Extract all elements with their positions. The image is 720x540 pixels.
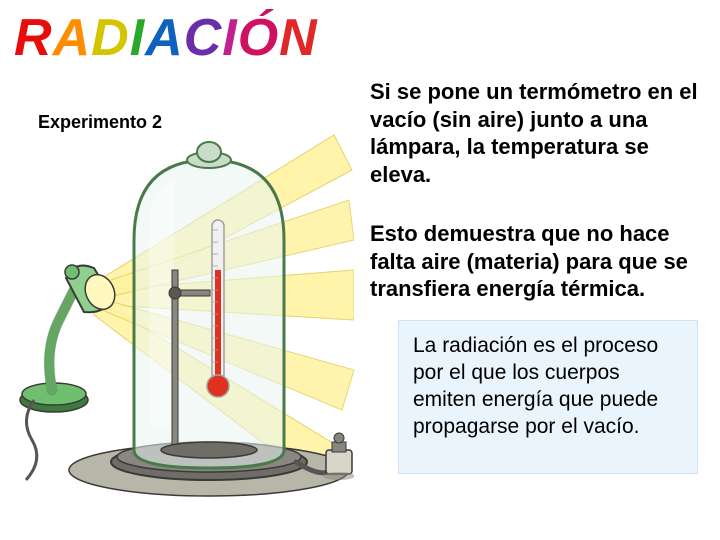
experiment-illustration [14, 90, 354, 510]
paragraph-1: Si se pone un termómetro en el vacío (si… [370, 78, 702, 188]
paragraph-2: Esto demuestra que no hace falta aire (m… [370, 220, 708, 303]
page-title: RADIACIÓN [14, 8, 318, 68]
definition-box: La radiación es el proceso por el que lo… [398, 320, 698, 474]
